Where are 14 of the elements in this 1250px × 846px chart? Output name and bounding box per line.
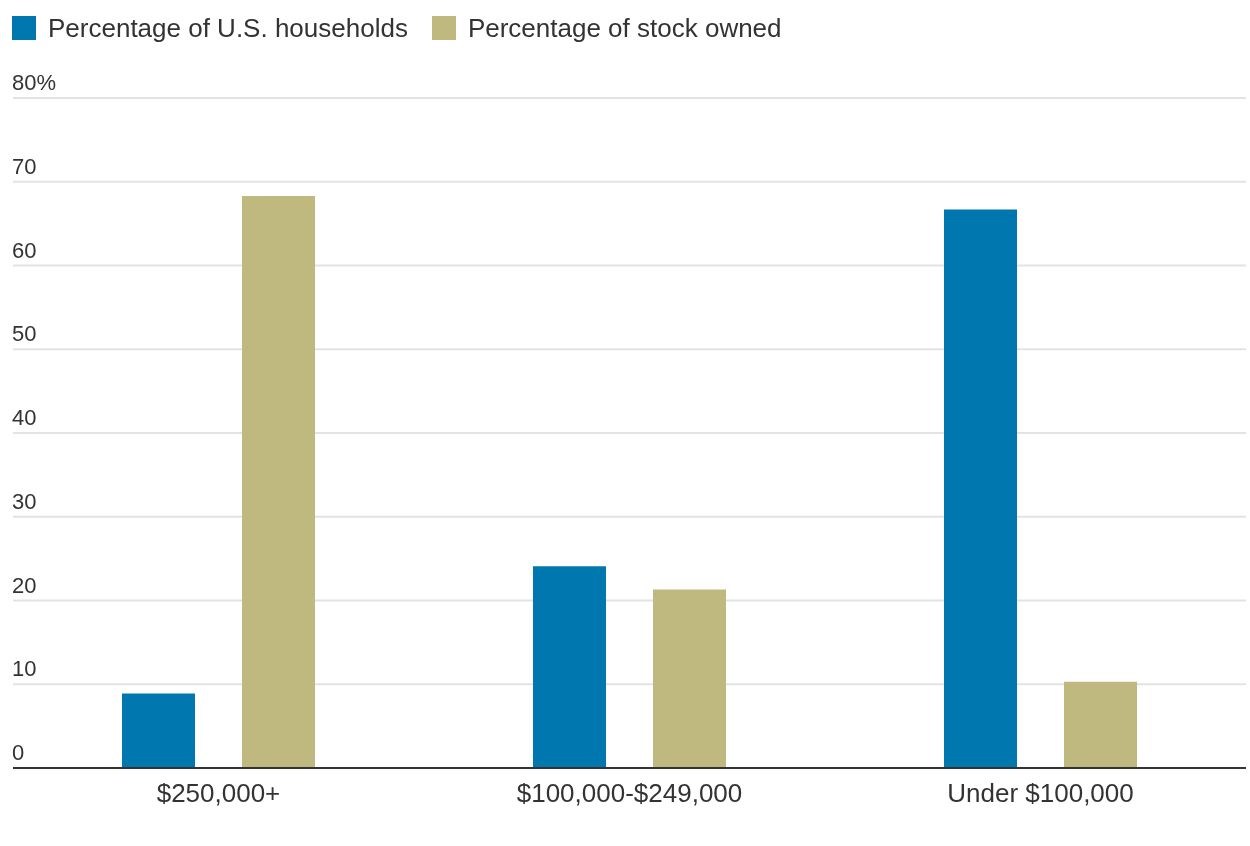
y-tick-label: 20	[12, 572, 37, 598]
y-tick-label: 70	[12, 153, 37, 179]
legend-label: Percentage of stock owned	[467, 12, 782, 44]
y-tick-label: 40	[12, 405, 37, 430]
y-tick-label: 10	[12, 656, 37, 682]
y-tick-label: 60	[12, 237, 37, 263]
x-tick-label: $100,000-$249,000	[516, 778, 743, 809]
y-tick-label: 50	[12, 321, 37, 347]
x-tick-label: $250,000+	[156, 778, 281, 809]
y-tick-label: 0	[12, 740, 25, 765]
x-tick-label: Under $100,000	[947, 778, 1134, 809]
legend-label: Percentage of U.S. households	[48, 12, 408, 44]
y-tick-label: 30	[12, 488, 37, 514]
y-tick-label: 80%	[12, 70, 57, 95]
